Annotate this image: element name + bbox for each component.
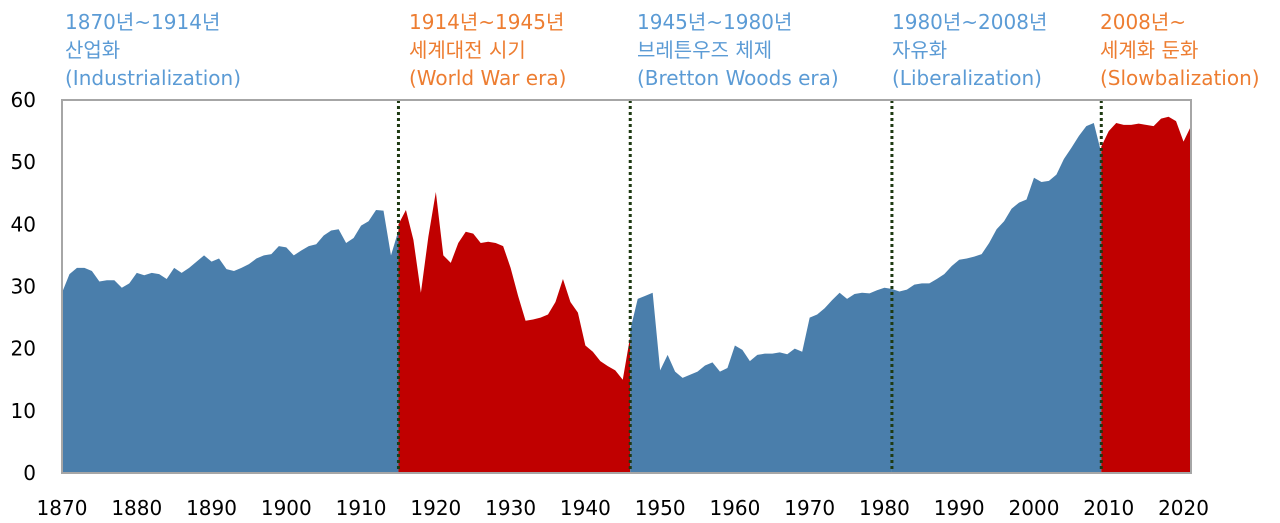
era-name-ko: 브레튼우즈 체제 — [637, 38, 773, 62]
era-years: 1945년~1980년 — [637, 10, 793, 34]
y-tick-label: 30 — [11, 275, 36, 299]
x-tick-label: 1950 — [635, 496, 686, 520]
x-axis: 1870 1880 1890 1900 1910 1920 1930 1940 1950 1960… — [37, 496, 1209, 520]
plot-frame — [61, 99, 1192, 474]
x-tick-label: 1870 — [37, 496, 88, 520]
x-tick-label: 1980 — [859, 496, 910, 520]
y-tick-label: 40 — [11, 212, 36, 236]
era-years: 1980년~2008년 — [892, 10, 1048, 34]
era-years: 2008년~ — [1100, 10, 1187, 34]
era-dividers — [396, 100, 1103, 473]
era-label-bretton-woods: 1945년~1980년 브레튼우즈 체제 (Bretton Woods era) — [637, 8, 839, 92]
x-tick-label: 1900 — [261, 496, 312, 520]
era-years: 1914년~1945년 — [409, 10, 565, 34]
era-name-en: (Liberalization) — [892, 66, 1042, 90]
y-axis: 0 10 20 30 40 50 60 — [11, 88, 36, 485]
x-tick-label: 1890 — [186, 496, 237, 520]
era-label-slowbalization: 2008년~ 세계화 둔화 (Slowbalization) — [1100, 8, 1260, 92]
x-tick-label: 2010 — [1083, 496, 1134, 520]
x-tick-label: 1990 — [934, 496, 985, 520]
x-tick-label: 1930 — [485, 496, 536, 520]
y-tick-label: 0 — [23, 461, 36, 485]
area-segment-5 — [1101, 116, 1191, 473]
area-segment-3 — [630, 287, 892, 473]
era-label-world-war: 1914년~1945년 세계대전 시기 (World War era) — [409, 8, 566, 92]
x-tick-label: 1910 — [336, 496, 387, 520]
era-name-en: (Industrialization) — [65, 66, 242, 90]
area-series-group — [62, 116, 1191, 474]
era-name-en: (Bretton Woods era) — [637, 66, 839, 90]
x-tick-label: 1960 — [709, 496, 760, 520]
area-segment-1 — [62, 210, 399, 474]
x-tick-label: 1920 — [410, 496, 461, 520]
x-tick-label: 1970 — [784, 496, 835, 520]
era-name-ko: 세계대전 시기 — [409, 38, 526, 62]
era-name-ko: 자유화 — [892, 38, 948, 62]
era-name-en: (Slowbalization) — [1100, 66, 1260, 90]
y-tick-label: 60 — [11, 88, 36, 112]
y-tick-label: 10 — [11, 399, 36, 423]
era-label-industrialization: 1870년~1914년 산업화 (Industrialization) — [65, 8, 241, 92]
x-tick-label: 1880 — [111, 496, 162, 520]
era-years: 1870년~1914년 — [65, 10, 221, 34]
era-name-ko: 세계화 둔화 — [1100, 38, 1199, 62]
era-label-liberalization: 1980년~2008년 자유화 (Liberalization) — [892, 8, 1047, 92]
y-tick-label: 20 — [11, 337, 36, 361]
era-name-ko: 산업화 — [65, 38, 121, 62]
x-tick-label: 2020 — [1158, 496, 1209, 520]
era-name-en: (World War era) — [409, 66, 567, 90]
area-segment-4 — [891, 123, 1102, 473]
area-segment-2 — [398, 192, 631, 473]
x-tick-label: 1940 — [560, 496, 611, 520]
y-tick-label: 50 — [11, 150, 36, 174]
x-tick-label: 2000 — [1009, 496, 1060, 520]
